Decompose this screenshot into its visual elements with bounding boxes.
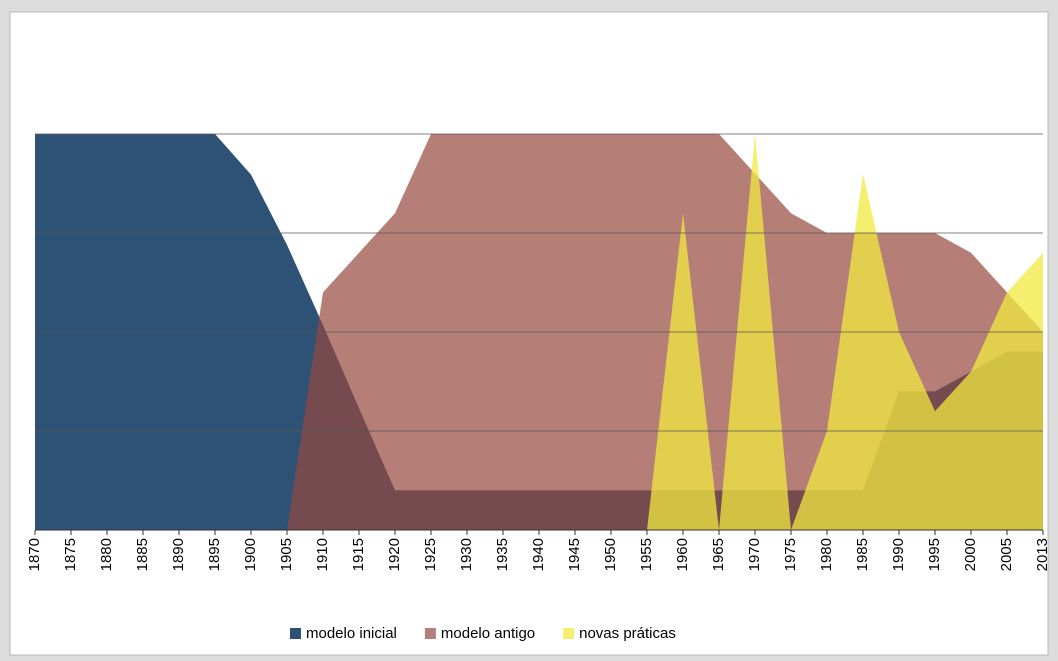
legend-box — [255, 617, 815, 652]
legend-swatch — [563, 628, 575, 639]
legend-label: modelo antigo — [441, 625, 535, 642]
x-tick-label: 2005 — [998, 538, 1015, 571]
x-tick-label: 1890 — [170, 538, 187, 571]
x-tick-label: 1940 — [530, 538, 547, 571]
legend-label: novas práticas — [579, 625, 676, 642]
x-tick-label: 1965 — [710, 538, 727, 571]
x-tick-label: 1880 — [98, 538, 115, 571]
x-tick-label: 1900 — [242, 538, 259, 571]
x-tick-label: 1930 — [458, 538, 475, 571]
x-tick-label: 1870 — [26, 538, 43, 571]
x-tick-label: 1980 — [818, 538, 835, 571]
x-tick-label: 1975 — [782, 538, 799, 571]
x-tick-label: 1970 — [746, 538, 763, 571]
x-tick-label: 1945 — [566, 538, 583, 571]
x-tick-label: 1990 — [890, 538, 907, 571]
x-tick-label: 2000 — [962, 538, 979, 571]
x-tick-label: 1920 — [386, 538, 403, 571]
x-tick-label: 1910 — [314, 538, 331, 571]
x-tick-label: 1985 — [854, 538, 871, 571]
legend-swatch — [290, 628, 301, 639]
x-tick-label: 1905 — [278, 538, 295, 571]
x-tick-label: 1875 — [62, 538, 79, 571]
legend-swatch — [424, 628, 436, 639]
legend-label: modelo inicial — [306, 625, 397, 642]
x-tick-label: 1885 — [134, 538, 151, 571]
x-tick-label: 1925 — [422, 538, 439, 571]
x-tick-label: 1955 — [638, 538, 655, 571]
x-tick-label: 1935 — [494, 538, 511, 571]
x-tick-label: 1960 — [674, 538, 691, 571]
x-tick-label: 1950 — [602, 538, 619, 571]
x-tick-label: 1995 — [926, 538, 943, 571]
x-tick-label: 2013 — [1034, 538, 1051, 571]
x-tick-label: 1895 — [206, 538, 223, 571]
x-tick-label: 1915 — [350, 538, 367, 571]
